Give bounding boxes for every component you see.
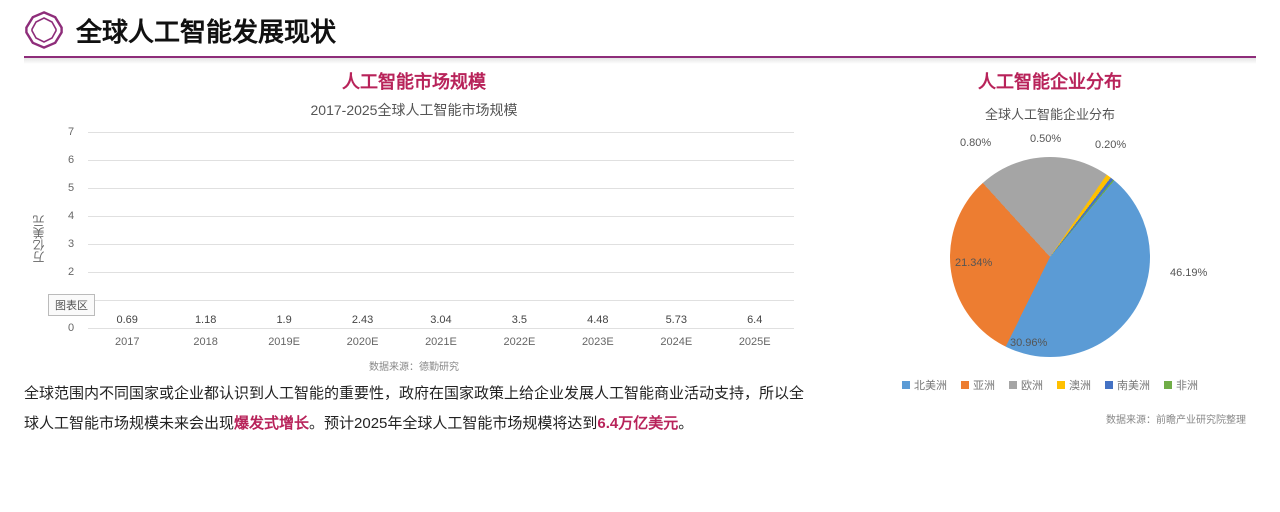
bar-2020E: 2.43 bbox=[323, 314, 401, 328]
bar-2023E: 4.48 bbox=[559, 314, 637, 328]
pie-chart: 46.19%30.96%21.34%0.80%0.50%0.20% bbox=[900, 127, 1200, 367]
pie-label: 30.96% bbox=[1010, 337, 1047, 349]
logo-icon bbox=[24, 10, 64, 50]
chartbox-label: 图表区 bbox=[48, 294, 95, 316]
legend-item: 南美洲 bbox=[1105, 377, 1150, 393]
pie-legend: 北美洲亚洲欧洲澳洲南美洲非洲 bbox=[844, 377, 1256, 393]
page-title: 全球人工智能发展现状 bbox=[76, 12, 336, 49]
y-axis-label: 万亿美元 bbox=[30, 215, 47, 263]
legend-item: 澳洲 bbox=[1057, 377, 1091, 393]
bar-2019E: 1.9 bbox=[245, 314, 323, 328]
pie-chart-source: 数据来源：前瞻产业研究院整理 bbox=[844, 411, 1256, 426]
pie-label: 0.80% bbox=[960, 137, 991, 149]
bar-2017: 0.69 bbox=[88, 314, 166, 328]
left-section-title: 人工智能市场规模 bbox=[24, 68, 804, 94]
bar-chart-source: 数据来源：德勤研究 bbox=[24, 358, 804, 373]
bar-chart-title: 2017-2025全球人工智能市场规模 bbox=[24, 100, 804, 120]
pie-label: 0.20% bbox=[1095, 139, 1126, 151]
bar-chart: 万亿美元 012345670.691.181.92.433.043.54.485… bbox=[64, 124, 804, 354]
legend-item: 北美洲 bbox=[902, 377, 947, 393]
bar-2024E: 5.73 bbox=[637, 314, 715, 328]
body-paragraph: 全球范围内不同国家或企业都认识到人工智能的重要性，政府在国家政策上给企业发展人工… bbox=[24, 379, 804, 439]
bar-2022E: 3.5 bbox=[480, 314, 558, 328]
pie-label: 0.50% bbox=[1030, 133, 1061, 145]
pie-label: 21.34% bbox=[955, 257, 992, 269]
bar-2018: 1.18 bbox=[166, 314, 244, 328]
header: 全球人工智能发展现状 bbox=[0, 0, 1280, 54]
pie-chart-title: 全球人工智能企业分布 bbox=[844, 104, 1256, 123]
right-section-title: 人工智能企业分布 bbox=[844, 68, 1256, 94]
bar-2021E: 3.04 bbox=[402, 314, 480, 328]
pie-label: 46.19% bbox=[1170, 267, 1207, 279]
bar-2025E: 6.4 bbox=[716, 314, 794, 328]
legend-item: 欧洲 bbox=[1009, 377, 1043, 393]
legend-item: 亚洲 bbox=[961, 377, 995, 393]
legend-item: 非洲 bbox=[1164, 377, 1198, 393]
